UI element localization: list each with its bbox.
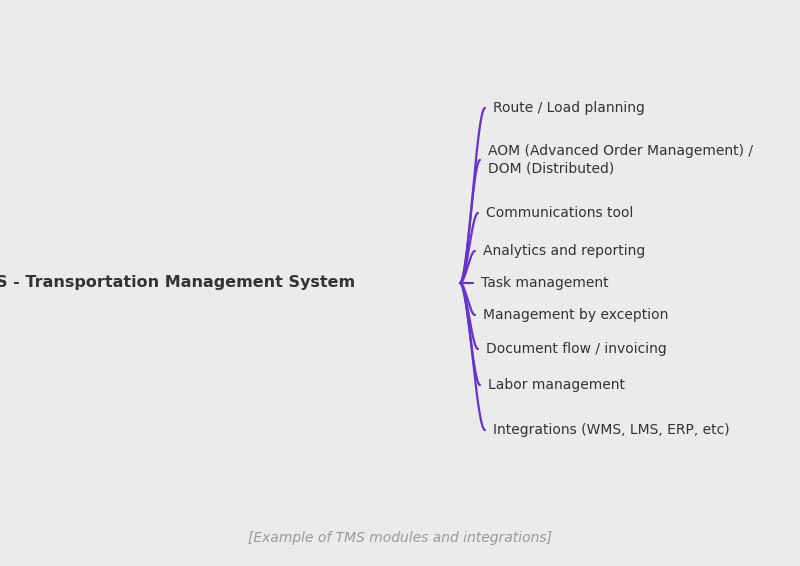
Text: Management by exception: Management by exception <box>483 308 668 322</box>
Text: Integrations (WMS, LMS, ERP, etc): Integrations (WMS, LMS, ERP, etc) <box>493 423 730 437</box>
Text: [Example of TMS modules and integrations]: [Example of TMS modules and integrations… <box>248 531 552 545</box>
Text: Labor management: Labor management <box>488 378 625 392</box>
Text: TMS - Transportation Management System: TMS - Transportation Management System <box>0 276 355 290</box>
Text: Communications tool: Communications tool <box>486 206 634 220</box>
Text: AOM (Advanced Order Management) /
DOM (Distributed): AOM (Advanced Order Management) / DOM (D… <box>488 144 753 176</box>
Text: Analytics and reporting: Analytics and reporting <box>483 244 646 258</box>
Text: Document flow / invoicing: Document flow / invoicing <box>486 342 666 356</box>
Text: Task management: Task management <box>481 276 609 290</box>
Text: Route / Load planning: Route / Load planning <box>493 101 645 115</box>
